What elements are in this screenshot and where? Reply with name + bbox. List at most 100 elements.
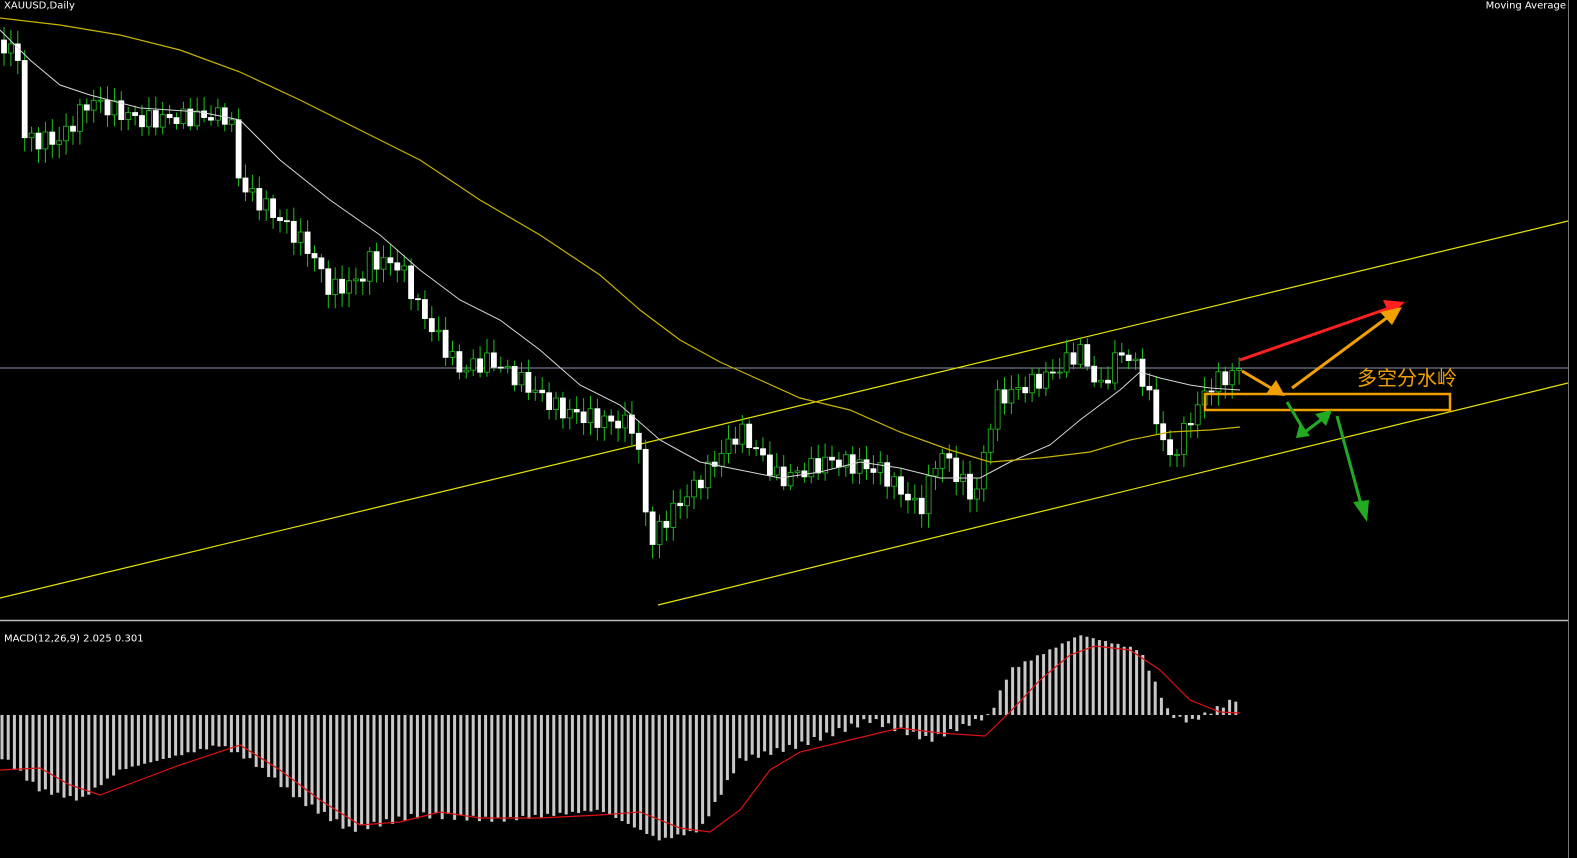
- macd-bar: [403, 715, 407, 822]
- macd-bar: [205, 715, 209, 750]
- macd-bar: [893, 715, 897, 732]
- candle-body: [987, 428, 994, 453]
- macd-bar: [521, 715, 525, 816]
- macd-bar: [143, 715, 147, 764]
- arrow-green-1-tip: [1296, 422, 1310, 438]
- macd-bar: [601, 715, 605, 813]
- macd-bar: [1172, 715, 1176, 718]
- candle-body: [1160, 423, 1167, 441]
- macd-bar: [496, 715, 500, 818]
- macd-bar: [1048, 649, 1052, 715]
- candle-body: [1181, 422, 1187, 455]
- macd-bar: [781, 715, 785, 752]
- candle-body: [967, 473, 973, 500]
- candle-body: [608, 415, 615, 422]
- macd-bar: [639, 715, 643, 830]
- pivot-zone: [1203, 392, 1452, 412]
- macd-bar: [74, 715, 78, 801]
- macd-bar: [384, 715, 388, 820]
- macd-bar: [422, 715, 426, 813]
- lower-trend-line: [657, 382, 1569, 606]
- candle-body: [228, 119, 235, 125]
- macd-bar: [1104, 641, 1108, 715]
- macd-bar: [1166, 708, 1170, 715]
- macd-bar: [732, 715, 736, 774]
- macd-bar: [279, 715, 283, 788]
- candle-body: [1208, 390, 1215, 393]
- macd-bar: [229, 715, 233, 753]
- macd-bar: [986, 714, 990, 716]
- candle-body: [870, 468, 877, 473]
- macd-bar: [25, 715, 29, 781]
- macd-bar: [856, 715, 860, 728]
- candle-body: [739, 423, 746, 445]
- macd-bar: [632, 715, 636, 828]
- candle-body: [415, 298, 421, 301]
- candle-body: [1049, 371, 1056, 374]
- candle-body: [1132, 358, 1139, 362]
- macd-bar: [887, 715, 891, 724]
- candle-body: [118, 100, 125, 120]
- macd-bar: [316, 715, 320, 814]
- candle-body: [277, 217, 283, 222]
- macd-bar: [874, 715, 878, 720]
- macd-bar: [1110, 643, 1114, 715]
- candle-body: [532, 389, 539, 393]
- candle-body: [767, 454, 773, 476]
- macd-bar: [174, 715, 178, 756]
- candle-body: [477, 358, 484, 373]
- macd-bar: [1203, 712, 1207, 715]
- candle-body: [352, 278, 359, 282]
- candle-body: [877, 462, 884, 473]
- macd-bar: [1197, 715, 1201, 720]
- macd-bar: [949, 715, 953, 730]
- candle-body: [560, 397, 566, 419]
- macd-bar: [533, 715, 537, 815]
- candle-body: [1187, 422, 1194, 426]
- macd-bar: [130, 715, 134, 767]
- macd-bar: [298, 715, 302, 798]
- candle-body: [442, 329, 449, 358]
- macd-bar: [112, 715, 116, 776]
- candle-body: [836, 459, 842, 468]
- macd-bar: [1159, 697, 1163, 715]
- candle-body: [649, 511, 656, 545]
- macd-bar: [942, 715, 946, 737]
- macd-bar: [471, 715, 475, 816]
- macd-bar: [1017, 666, 1021, 715]
- macd-bar: [1209, 713, 1213, 715]
- macd-bar: [1035, 655, 1039, 715]
- macd-bar: [899, 715, 903, 728]
- macd-bar: [217, 715, 221, 747]
- candle-body: [421, 299, 428, 319]
- macd-bar: [242, 715, 246, 759]
- candle-body: [290, 220, 297, 243]
- macd-bar: [267, 715, 271, 778]
- candle-body: [642, 448, 649, 513]
- candle-body: [187, 108, 194, 127]
- macd-bar: [1079, 635, 1083, 715]
- annotation-text: 多空分水岭: [1357, 366, 1457, 390]
- candle-body: [387, 257, 394, 264]
- candle-body: [787, 472, 794, 487]
- candle-body: [1063, 352, 1070, 373]
- macd-bar: [564, 715, 568, 815]
- macd-bar: [570, 715, 574, 812]
- macd-bar: [254, 715, 258, 767]
- macd-bar: [744, 715, 748, 761]
- macd-bar: [719, 715, 723, 795]
- macd-bar: [763, 715, 767, 752]
- macd-bar: [800, 715, 804, 742]
- macd-bar: [1097, 640, 1101, 715]
- candle-body: [704, 461, 711, 489]
- macd-bar: [99, 715, 103, 786]
- macd-bar: [750, 715, 754, 755]
- macd-bar: [787, 715, 791, 745]
- macd-bar: [1023, 661, 1027, 715]
- candle-body: [974, 488, 980, 500]
- candle-body: [553, 397, 559, 410]
- candle-body: [152, 110, 159, 128]
- candle-body: [863, 459, 870, 470]
- macd-bar: [880, 715, 884, 728]
